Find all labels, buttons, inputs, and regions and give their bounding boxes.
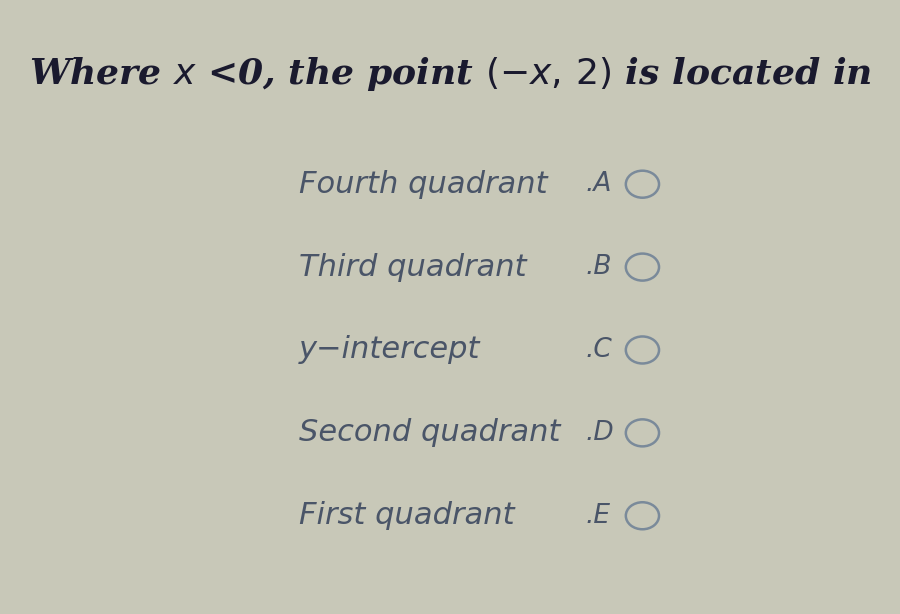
Text: y−intercept: y−intercept (299, 335, 481, 365)
Text: First quadrant: First quadrant (299, 501, 515, 530)
Text: Second quadrant: Second quadrant (299, 418, 561, 448)
Text: Third quadrant: Third quadrant (299, 252, 526, 282)
Text: .E: .E (586, 503, 611, 529)
Text: Where $x$ <0, the point $(-x,\,2)$ is located in: Where $x$ <0, the point $(-x,\,2)$ is lo… (29, 55, 871, 93)
Text: .D: .D (586, 420, 615, 446)
Text: Fourth quadrant: Fourth quadrant (299, 169, 548, 199)
Text: .B: .B (586, 254, 612, 280)
Text: .A: .A (586, 171, 612, 197)
Text: .C: .C (586, 337, 613, 363)
